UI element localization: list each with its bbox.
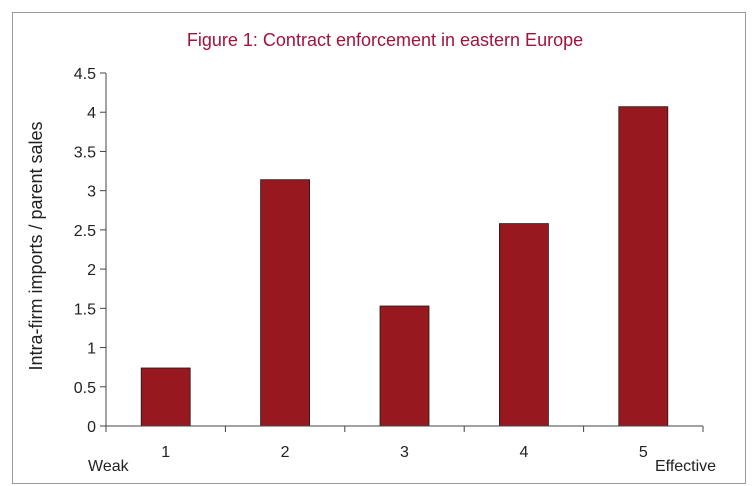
y-tick-label: 2.5 <box>74 223 96 240</box>
bar-2 <box>260 179 311 427</box>
x-tick-label: 2 <box>281 444 290 461</box>
y-tick-label: 0 <box>87 419 96 436</box>
bar-1 <box>140 367 191 427</box>
bar-3 <box>379 305 430 427</box>
y-axis-label: Intra-firm imports / parent sales <box>26 121 46 370</box>
bar-4 <box>498 223 549 427</box>
x-tick-label: 3 <box>400 444 409 461</box>
y-axis: 0 0.5 1 1.5 2 2.5 3 3.5 4 4.5 <box>74 66 107 436</box>
y-tick-label: 1 <box>87 341 96 358</box>
y-tick-label: 1.5 <box>74 301 96 318</box>
y-tick-label: 2 <box>87 262 96 279</box>
x-tick-label: 4 <box>519 444 528 461</box>
x-end-label-weak: Weak <box>88 458 130 475</box>
chart-title: Figure 1: Contract enforcement in easter… <box>187 30 583 50</box>
x-tick-label: 5 <box>639 444 648 461</box>
y-tick-label: 4 <box>87 105 96 122</box>
y-tick-label: 3.5 <box>74 144 96 161</box>
y-tick-label: 0.5 <box>74 380 96 397</box>
y-tick-label: 4.5 <box>74 66 96 83</box>
bars <box>140 106 669 427</box>
bar-5 <box>618 106 669 427</box>
x-axis: 1 2 3 4 5 <box>105 425 704 461</box>
y-tick-label: 3 <box>87 184 96 201</box>
x-tick-label: 1 <box>161 444 170 461</box>
x-end-label-effective: Effective <box>655 458 716 475</box>
